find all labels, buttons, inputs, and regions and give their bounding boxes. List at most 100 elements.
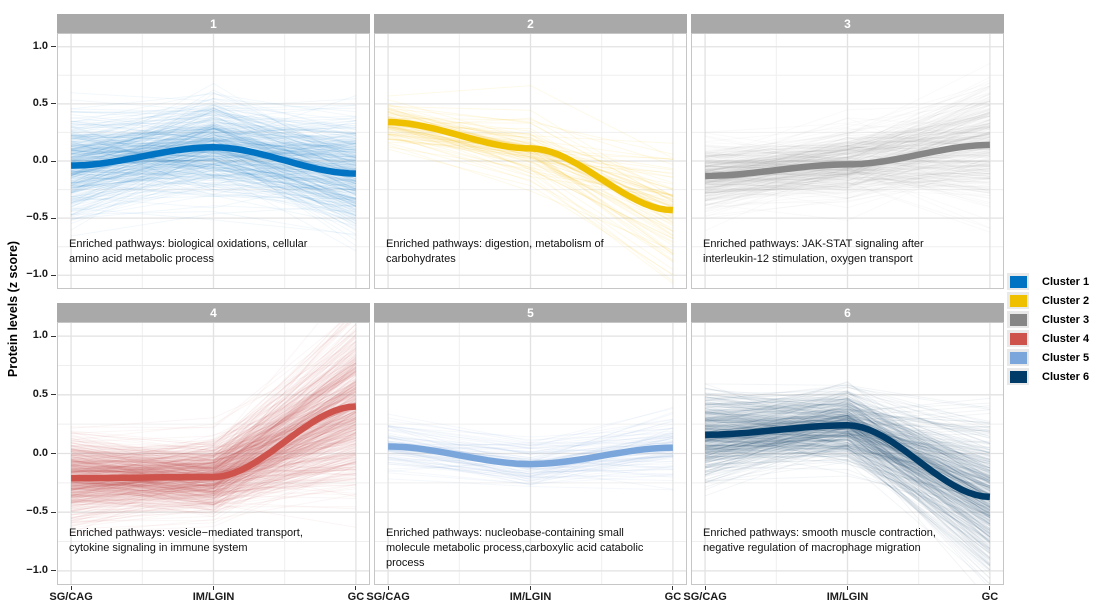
- mean-line: [705, 141, 990, 180]
- member-line: [705, 405, 991, 458]
- member-line: [71, 170, 356, 194]
- member-line: [705, 113, 991, 167]
- member-line: [71, 391, 357, 463]
- member-line: [70, 423, 357, 512]
- member-line: [71, 416, 357, 491]
- member-line: [705, 434, 991, 543]
- member-line: [705, 438, 991, 567]
- member-line: [705, 91, 991, 173]
- y-tick-label: −1.0: [26, 268, 48, 281]
- member-line: [388, 134, 674, 239]
- member-line: [71, 467, 356, 483]
- member-line: [71, 135, 357, 214]
- member-line: [71, 435, 357, 515]
- member-line: [71, 424, 357, 466]
- member-line: [705, 387, 990, 412]
- member-line: [71, 411, 357, 503]
- member-line: [71, 362, 357, 464]
- member-line: [71, 406, 357, 486]
- member-line: [705, 415, 991, 521]
- member-line: [705, 395, 991, 480]
- member-line: [705, 414, 991, 497]
- member-line: [388, 112, 674, 201]
- member-line: [70, 133, 357, 209]
- member-line: [705, 395, 991, 484]
- member-line: [704, 410, 991, 496]
- member-line: [71, 390, 357, 467]
- member-line: [388, 108, 674, 155]
- member-line: [705, 403, 991, 473]
- member-line: [71, 140, 357, 203]
- member-line: [388, 434, 673, 449]
- member-line: [704, 415, 991, 542]
- member-line: [71, 428, 357, 485]
- member-line: [71, 381, 357, 483]
- member-line: [70, 323, 357, 472]
- member-line: [70, 395, 357, 500]
- member-line: [71, 403, 357, 490]
- member-line: [70, 348, 357, 475]
- member-line: [71, 382, 357, 465]
- member-line: [705, 100, 991, 171]
- member-line: [70, 113, 356, 160]
- member-line: [70, 426, 357, 502]
- member-line: [705, 431, 991, 558]
- member-line: [70, 467, 356, 501]
- member-line: [70, 107, 357, 185]
- member-line: [704, 418, 991, 522]
- member-line: [71, 173, 356, 204]
- member-line: [705, 444, 991, 508]
- member-line: [388, 138, 674, 196]
- member-line: [71, 466, 356, 478]
- member-line: [705, 411, 991, 451]
- member-line: [71, 370, 357, 466]
- legend: Cluster 1 Cluster 2 Cluster 3 Cluster 4 Clus…: [1007, 272, 1089, 386]
- member-line: [71, 362, 357, 477]
- member-line: [71, 455, 357, 501]
- member-line: [705, 432, 991, 515]
- member-line: [71, 138, 357, 222]
- member-line: [705, 450, 991, 552]
- member-line: [71, 459, 357, 513]
- member-line: [71, 469, 356, 497]
- member-line: [704, 410, 991, 527]
- member-line: [71, 381, 357, 487]
- member-line: [388, 109, 674, 190]
- member-line: [705, 126, 991, 181]
- member-line: [705, 414, 991, 451]
- member-line: [70, 107, 356, 146]
- member-line: [705, 403, 991, 468]
- member-line: [705, 401, 991, 477]
- member-line: [71, 104, 356, 121]
- member-line: [705, 398, 991, 482]
- member-line: [388, 442, 673, 449]
- member-line: [705, 405, 991, 475]
- member-line: [71, 391, 357, 455]
- member-line: [705, 123, 990, 173]
- member-line: [705, 393, 990, 413]
- member-line: [705, 398, 991, 469]
- member-line: [705, 162, 990, 200]
- member-line: [71, 322, 350, 446]
- member-line: [705, 139, 991, 195]
- member-line: [705, 428, 991, 517]
- member-line: [71, 163, 356, 187]
- panel-plot-svg: [374, 33, 687, 289]
- member-line: [705, 408, 991, 512]
- member-line: [71, 322, 350, 461]
- member-line: [71, 150, 356, 175]
- member-line: [70, 140, 356, 194]
- member-line: [704, 433, 991, 516]
- member-line: [71, 366, 357, 493]
- member-line: [704, 433, 990, 475]
- panel-cluster-3: Enriched pathways: JAK-STAT signaling af…: [691, 33, 1004, 289]
- member-line: [705, 158, 991, 196]
- member-line: [705, 416, 991, 492]
- member-line: [71, 392, 357, 496]
- legend-item-cluster-3: Cluster 3: [1007, 310, 1089, 329]
- member-line: [70, 411, 357, 507]
- member-line: [70, 151, 357, 204]
- member-line: [705, 425, 991, 571]
- member-line: [705, 135, 990, 171]
- member-line: [71, 92, 357, 146]
